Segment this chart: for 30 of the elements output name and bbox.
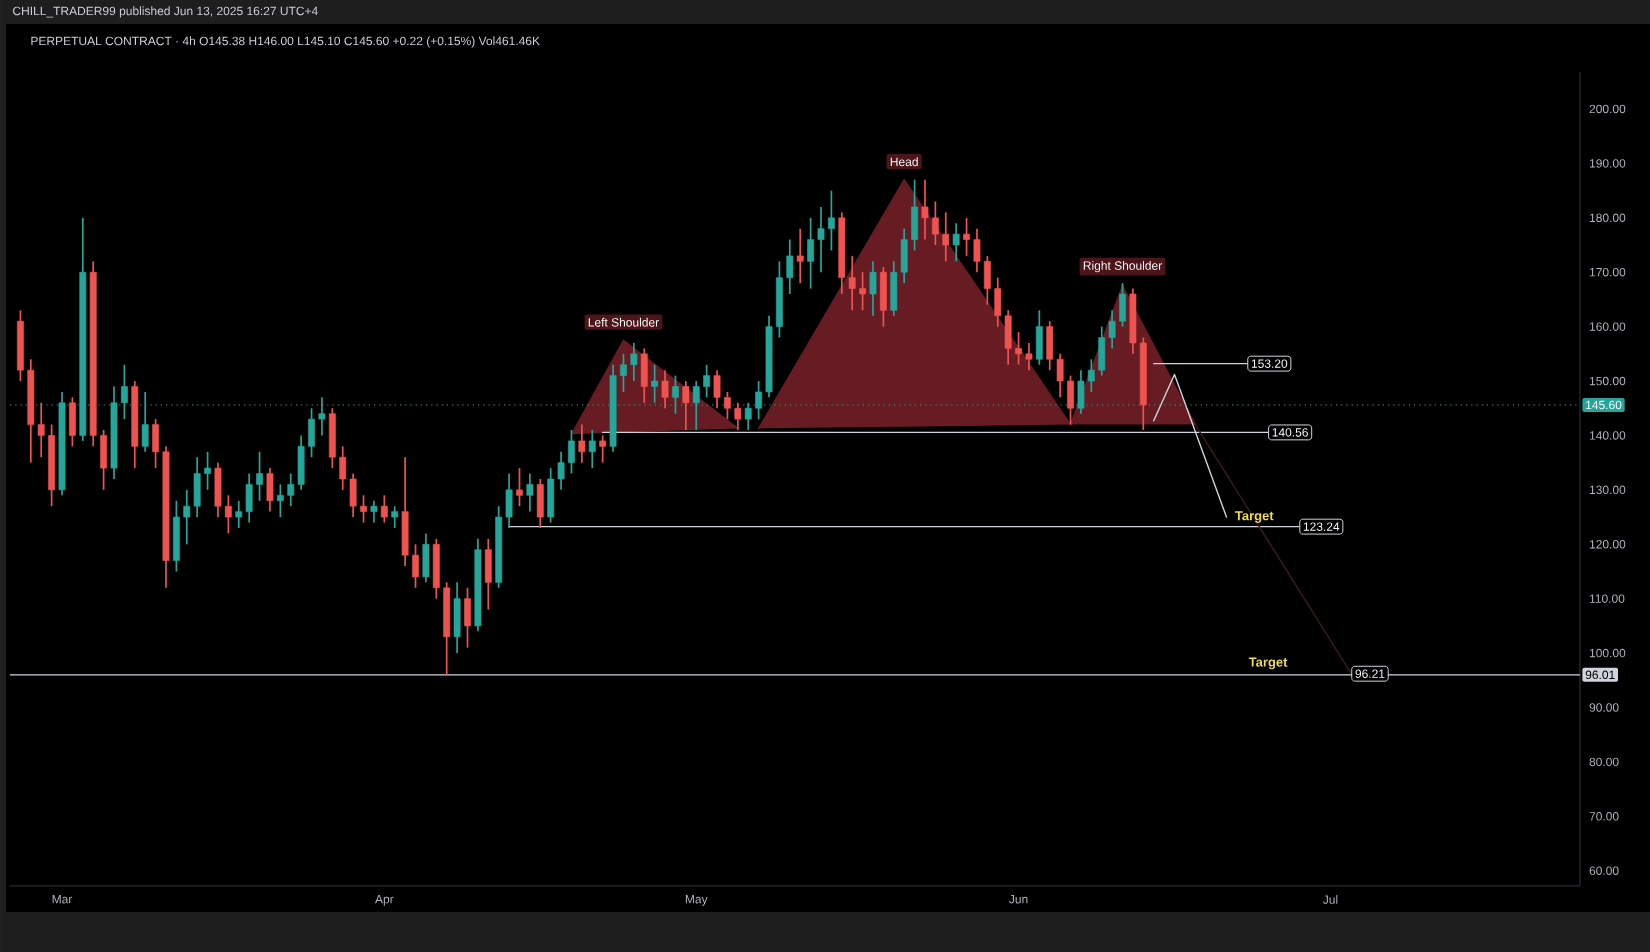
candlestick <box>536 478 544 529</box>
candlestick <box>380 494 388 524</box>
candlestick <box>879 265 887 328</box>
candlestick <box>422 532 430 584</box>
candlestick <box>370 499 378 524</box>
candlestick <box>578 423 586 464</box>
candlestick <box>68 396 76 448</box>
candlestick <box>599 434 607 464</box>
candlestick <box>152 418 159 469</box>
candlestick <box>963 216 970 257</box>
candlestick <box>869 260 877 317</box>
candlestick <box>640 347 648 404</box>
candlestick <box>526 472 534 513</box>
candlestick <box>588 429 596 469</box>
candlestick <box>661 369 669 410</box>
candlestick <box>703 363 711 399</box>
candlestick <box>276 483 284 518</box>
candlestick <box>266 467 274 513</box>
candlestick <box>651 363 659 404</box>
candlestick <box>1035 309 1043 366</box>
candlestick <box>464 586 471 649</box>
candlestick <box>516 467 523 508</box>
candlestick <box>391 505 399 529</box>
candlestick <box>952 222 960 263</box>
candlestick <box>682 380 690 431</box>
candlestick <box>432 537 440 600</box>
candlestick <box>796 227 804 284</box>
candlestick <box>1025 342 1033 371</box>
candlestick <box>484 537 492 611</box>
candlestick <box>453 581 461 654</box>
